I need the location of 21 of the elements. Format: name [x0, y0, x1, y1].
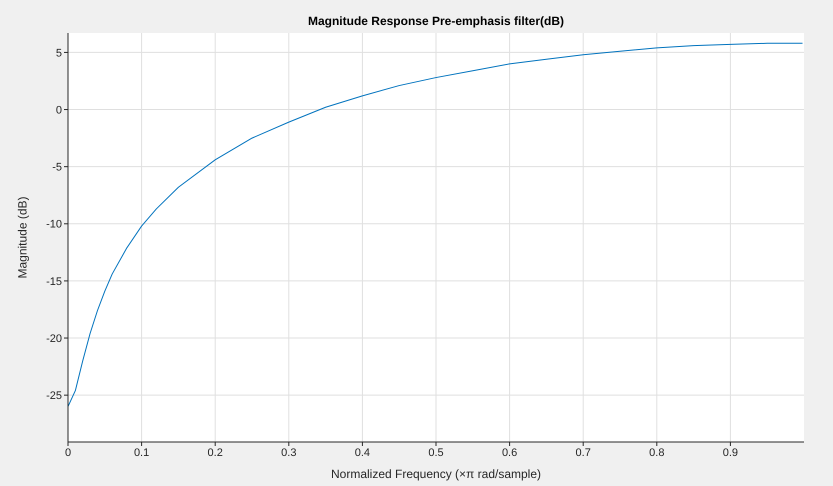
- x-tick-label: 0.4: [354, 446, 370, 459]
- y-axis-title: Magnitude (dB): [15, 196, 30, 279]
- chart-title: Magnitude Response Pre-emphasis filter(dB): [306, 14, 566, 28]
- y-tick-label: -15: [46, 276, 62, 288]
- x-tick-label: 0.5: [428, 446, 444, 459]
- x-tick-label: 0.3: [281, 446, 296, 459]
- x-tick-label: 0.7: [576, 446, 591, 459]
- y-tick-label: 5: [56, 47, 62, 60]
- line-series: [68, 42, 804, 408]
- y-tick-label: 0: [56, 104, 62, 116]
- x-tick-label: 0.9: [722, 446, 738, 459]
- x-tick-label: 0.1: [134, 446, 150, 459]
- x-tick-label: 0: [64, 446, 72, 459]
- x-tick-label: 0.2: [208, 446, 223, 459]
- x-tick-label: 0.6: [502, 446, 518, 459]
- y-tick-label: -10: [46, 218, 62, 231]
- y-tick-label: -20: [46, 332, 62, 345]
- y-tick-label: -5: [52, 162, 62, 174]
- y-tick-label: -25: [46, 390, 62, 402]
- x-axis-title: Normalized Frequency (×π rad/sample): [330, 467, 542, 481]
- x-tick-label: 0.8: [649, 446, 664, 459]
